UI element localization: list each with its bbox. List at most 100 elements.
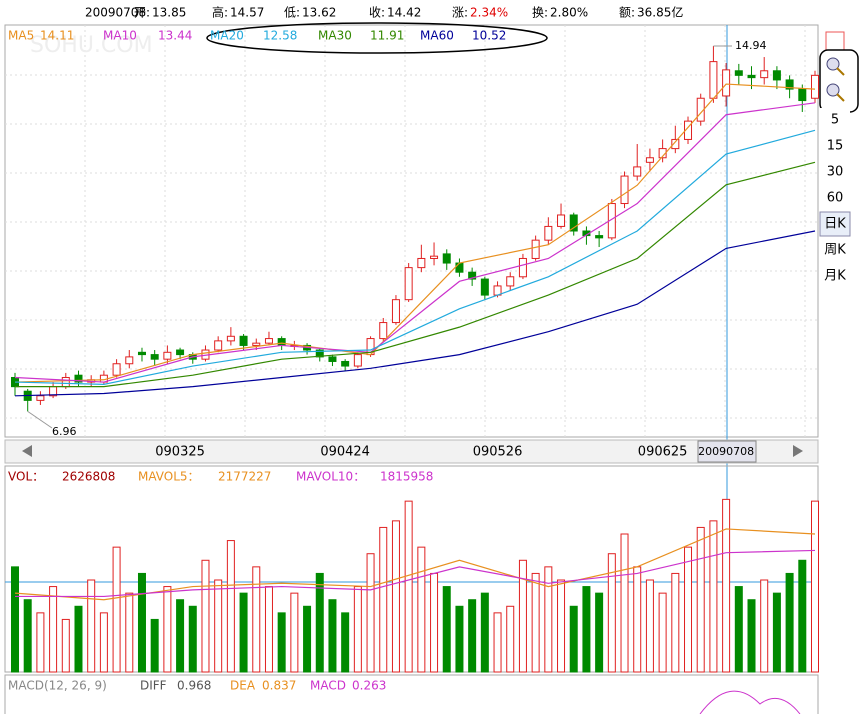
volume-bar xyxy=(252,566,261,673)
zoom-in[interactable] xyxy=(826,83,840,97)
header-value: 14.42 xyxy=(387,6,421,20)
period-button[interactable] xyxy=(820,134,850,158)
header-value: 2.34% xyxy=(470,6,508,20)
header-value: 36.85亿 xyxy=(637,5,683,20)
scroll-right[interactable] xyxy=(793,445,803,457)
candle-body xyxy=(595,235,604,239)
x-tick-label: 20090708 xyxy=(698,445,754,458)
volume-bar xyxy=(785,572,794,673)
candle-body xyxy=(468,271,477,280)
candle-body xyxy=(430,255,439,259)
volume-bar xyxy=(417,546,426,673)
legend-name: MAVOL5： xyxy=(138,470,200,484)
volume-bar xyxy=(734,586,743,673)
period-button[interactable] xyxy=(819,211,851,237)
volume-bar xyxy=(658,592,667,673)
legend-value: 10.52 xyxy=(472,29,506,43)
legend-value: 11.91 xyxy=(370,29,404,43)
volume-bar xyxy=(684,546,693,673)
period-label[interactable]: 60 xyxy=(827,191,844,206)
candle-body xyxy=(264,338,273,344)
ma-line xyxy=(14,129,816,385)
zoom-out[interactable] xyxy=(826,57,840,71)
macd-value: 0.837 xyxy=(262,679,296,693)
candle-body xyxy=(61,376,70,388)
scroll-left[interactable] xyxy=(22,445,32,457)
candle-body xyxy=(150,354,159,360)
candle-body xyxy=(74,374,83,383)
period-label[interactable]: 日K xyxy=(824,217,846,232)
legend-name: MA20 xyxy=(210,29,244,43)
volume-bar xyxy=(506,605,515,673)
candle-body xyxy=(341,360,350,367)
header-label: 开: xyxy=(134,6,150,20)
macd-curve xyxy=(699,690,801,714)
volume-bar xyxy=(36,612,45,673)
candle-body xyxy=(252,342,261,346)
candle-body xyxy=(747,74,756,79)
candle-body xyxy=(734,70,743,76)
period-button[interactable] xyxy=(820,238,850,262)
period-button[interactable] xyxy=(820,160,850,184)
ma-line xyxy=(14,102,816,383)
macd-title: MACD(12, 26, 9) xyxy=(8,679,107,693)
period-button[interactable] xyxy=(820,108,850,132)
macd-value: 0.968 xyxy=(177,679,211,693)
candle-body xyxy=(163,351,172,360)
volume-bar xyxy=(315,572,324,673)
volume-bar xyxy=(811,500,819,673)
candle-body xyxy=(125,356,134,365)
period-label[interactable]: 30 xyxy=(827,165,844,180)
macd-name: MACD xyxy=(310,679,346,693)
zoom-in-handle xyxy=(836,93,845,102)
volume-bar xyxy=(607,553,616,673)
volume-bar xyxy=(518,559,527,673)
candle-body xyxy=(506,276,515,287)
high-label: 14.94 xyxy=(735,39,767,52)
candle-body xyxy=(442,253,451,264)
header-label: 换: xyxy=(532,6,548,20)
price-pane xyxy=(4,24,819,438)
header-label: 涨: xyxy=(452,5,468,20)
volume-bar xyxy=(709,520,718,673)
volume-bar xyxy=(49,586,58,673)
mavol-line xyxy=(15,549,816,598)
period-label[interactable]: 月K xyxy=(824,269,846,284)
volume-bar xyxy=(214,579,223,673)
candle-body xyxy=(176,349,185,356)
candle-body xyxy=(684,120,693,140)
highlight-ellipse xyxy=(206,22,548,54)
period-label[interactable]: 15 xyxy=(827,139,844,154)
legend-name: MA5 xyxy=(8,29,34,43)
ma-line xyxy=(14,230,816,397)
low-pointer xyxy=(27,410,53,429)
volume-bar xyxy=(671,572,680,673)
period-button[interactable] xyxy=(820,264,850,288)
candle-body xyxy=(620,175,629,205)
volume-bar xyxy=(468,599,477,673)
cursor-date-box xyxy=(697,440,757,463)
macd-name: DEA xyxy=(230,679,256,693)
period-label[interactable]: 周K xyxy=(824,243,846,258)
volume-bar xyxy=(328,599,337,673)
header-label: 低: xyxy=(284,6,300,20)
period-label[interactable]: 5 xyxy=(831,113,839,128)
candle-body xyxy=(760,70,769,79)
macd-value: 0.263 xyxy=(352,679,386,693)
candle-body xyxy=(722,69,731,97)
period-button[interactable] xyxy=(820,186,850,210)
volume-bar xyxy=(112,546,121,673)
header-value: 13.85 xyxy=(152,6,186,20)
volume-bar xyxy=(569,605,578,673)
legend-value: 12.58 xyxy=(263,29,297,43)
volume-bar xyxy=(201,559,210,673)
legend-value: 14.11 xyxy=(40,29,74,43)
volume-bar xyxy=(125,592,134,673)
x-tick-label: 090526 xyxy=(473,445,523,460)
legend-value: 1815958 xyxy=(380,470,433,484)
reset-icon[interactable] xyxy=(825,31,845,51)
candle-body xyxy=(328,356,337,362)
candle-body xyxy=(226,335,235,342)
scrollbar[interactable] xyxy=(4,439,819,464)
low-label: 6.96 xyxy=(52,425,77,438)
